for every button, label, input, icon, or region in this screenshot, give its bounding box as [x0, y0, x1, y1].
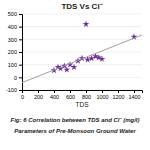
grid-line	[22, 64, 142, 65]
tick: 400	[8, 24, 22, 30]
title: TDS Vs Cl⁻	[61, 2, 102, 11]
tick: 0	[14, 75, 22, 81]
tick: 800	[82, 90, 91, 100]
tick: 200	[8, 49, 22, 55]
axis-line	[23, 91, 143, 94]
tick-mark	[19, 77, 22, 78]
tick-label: 100	[8, 62, 17, 68]
tick: 1200	[112, 90, 124, 100]
tick-label: 0	[14, 75, 17, 81]
tick-mark	[118, 90, 119, 93]
point	[63, 66, 70, 72]
grid-line	[22, 77, 142, 78]
tick-mark	[86, 90, 87, 93]
y-axis: -100 0 100 200 300 400 500	[6, 11, 23, 93]
caption: Fig: 6 Correlation between TDS and Cl⁻ (…	[10, 117, 139, 123]
point	[99, 55, 106, 61]
tick-label: 1400	[128, 94, 140, 100]
tick-label: 800	[82, 94, 91, 100]
tick-mark	[19, 52, 22, 53]
tick-mark	[102, 90, 103, 93]
tick-mark	[54, 90, 55, 93]
tick-mark	[19, 14, 22, 15]
tick: 200	[34, 90, 43, 100]
tick-mark	[19, 39, 22, 40]
tick-label: 200	[34, 94, 43, 100]
plot-area	[22, 21, 142, 83]
tick-mark	[19, 65, 22, 66]
tick-mark	[134, 90, 135, 93]
tick-label: 300	[8, 37, 17, 43]
grid-line	[22, 39, 142, 40]
point	[71, 64, 78, 70]
trend-line	[22, 35, 142, 83]
tick-label: -100	[6, 87, 17, 93]
tick-mark	[19, 27, 22, 28]
tick: 100	[8, 62, 22, 68]
tick: 500	[8, 11, 22, 17]
tick: 600	[66, 90, 75, 100]
grid	[22, 14, 142, 90]
chart: 0 200 400 600 800 1000 1200 1400 -100 0 100 200 300 4…	[0, 0, 150, 150]
tick-mark	[70, 90, 71, 93]
tick: 300	[8, 37, 22, 43]
tick-label: 1000	[96, 94, 108, 100]
x-axis: 0 200 400 600 800 1000 1200 1400	[21, 90, 143, 100]
tick-mark	[19, 90, 22, 91]
tick: 0	[21, 90, 24, 100]
tick: -100	[6, 87, 22, 93]
tick-mark	[38, 90, 39, 93]
tick-label: 200	[8, 49, 17, 55]
tick-label: 1200	[112, 94, 124, 100]
tick-label: 400	[50, 94, 59, 100]
grid-line	[22, 14, 142, 15]
axis-line	[19, 15, 23, 91]
tick-label: 500	[8, 11, 17, 17]
tick-label: 600	[66, 94, 75, 100]
tick: 400	[50, 90, 59, 100]
x-axis-title: TDS	[76, 101, 90, 108]
tick: 1400	[128, 90, 140, 100]
tick: 1000	[96, 90, 108, 100]
tick-label: 400	[8, 24, 17, 30]
tick-label: 0	[21, 94, 24, 100]
grid-line	[22, 26, 142, 27]
point	[83, 21, 90, 27]
caption: Parameters of Pre-Monsoon Ground Water	[14, 128, 136, 134]
grid-line	[22, 52, 142, 53]
